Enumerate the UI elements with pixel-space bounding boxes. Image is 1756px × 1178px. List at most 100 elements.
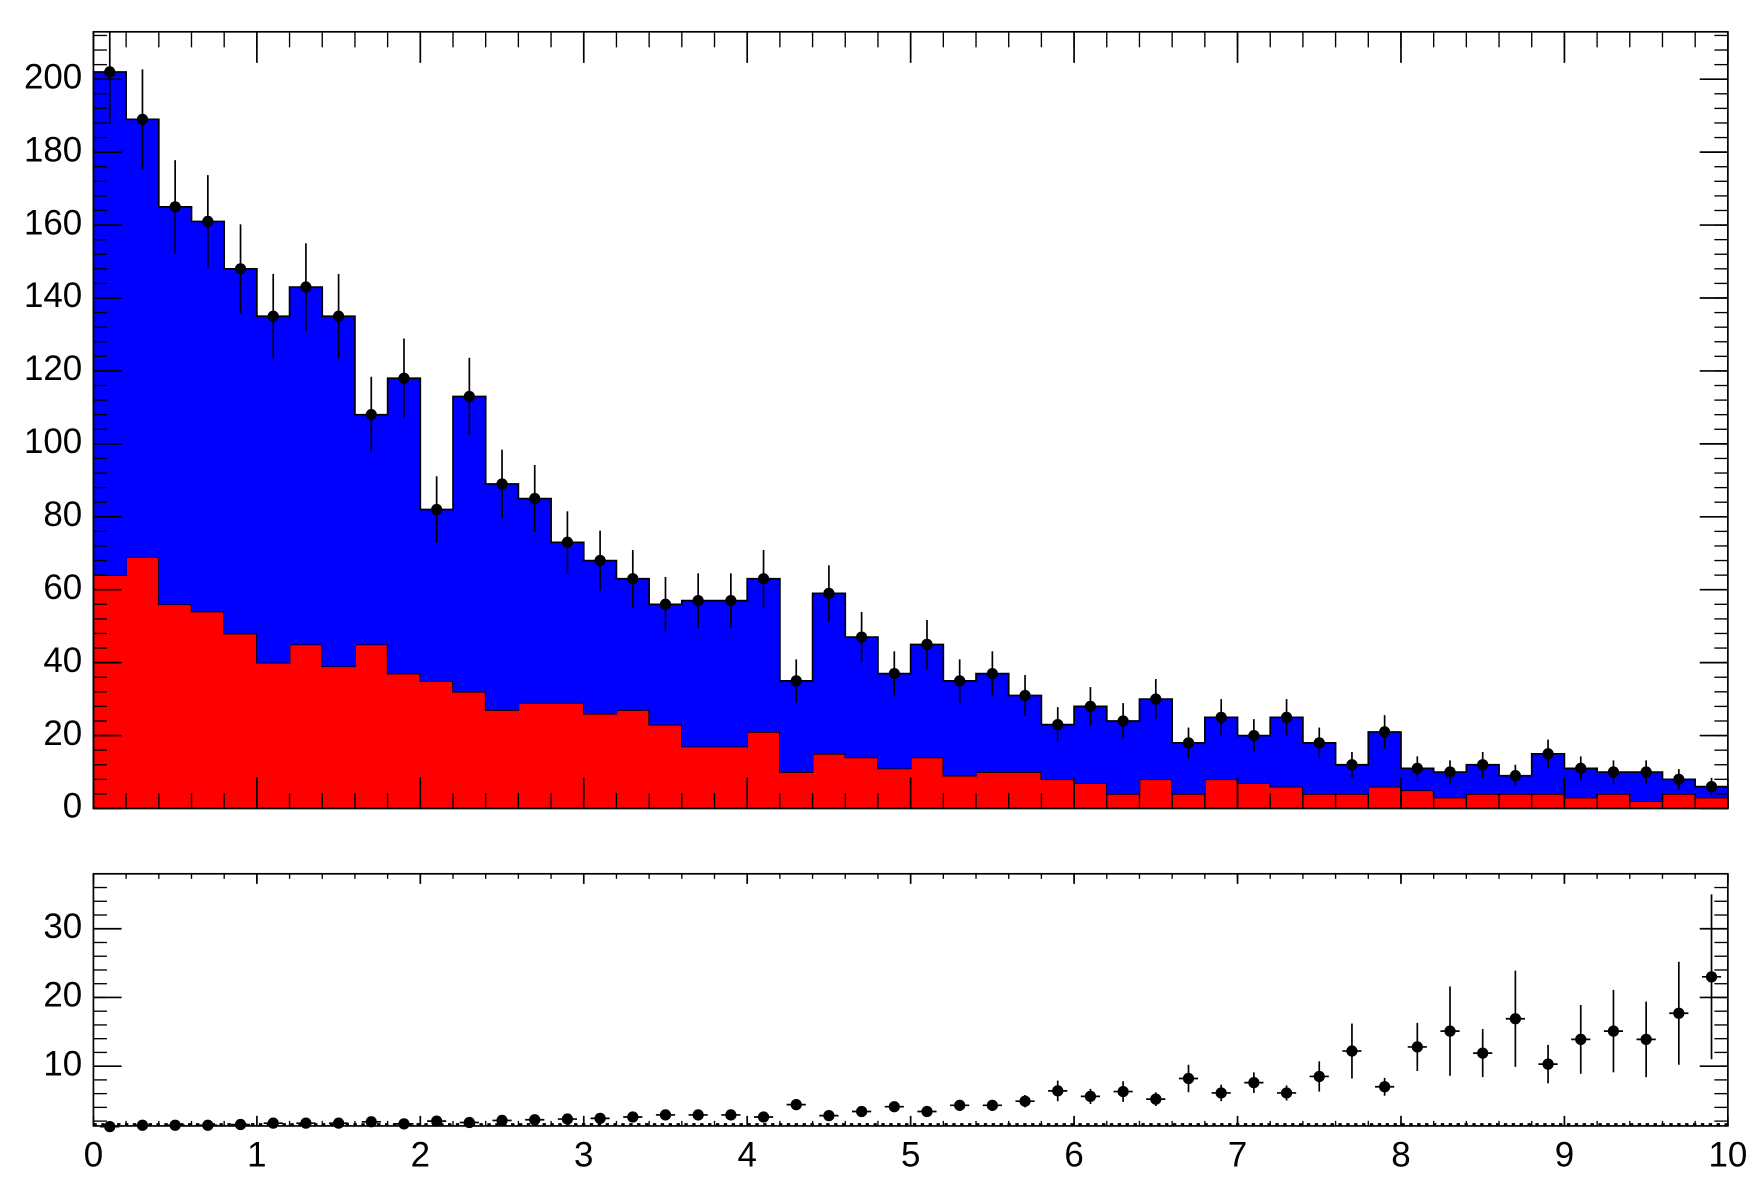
data-point xyxy=(267,310,279,322)
data-point xyxy=(1248,1077,1260,1089)
x-tick-label: 8 xyxy=(1391,1136,1410,1175)
data-point xyxy=(855,1105,868,1118)
histogram-bin xyxy=(1335,793,1369,809)
y-tick-label: 0 xyxy=(63,787,82,826)
histogram-bin xyxy=(191,221,225,612)
data-point xyxy=(1607,1025,1620,1037)
histogram-bin xyxy=(1433,797,1467,809)
data-point xyxy=(1117,715,1129,727)
histogram-bin xyxy=(943,775,977,809)
histogram-bin xyxy=(126,119,160,557)
y-tick-label: 10 xyxy=(43,1044,82,1083)
x-tick-label: 2 xyxy=(411,1136,430,1175)
histogram-bin xyxy=(191,611,225,809)
y-tick-label: 100 xyxy=(24,422,82,461)
data-point xyxy=(627,573,639,585)
y-tick-label: 200 xyxy=(24,57,82,96)
y-tick-label: 20 xyxy=(43,976,82,1015)
data-point xyxy=(986,1099,998,1111)
y-tick-label: 40 xyxy=(43,641,82,680)
data-point xyxy=(692,595,704,607)
data-point xyxy=(1477,1047,1489,1059)
data-point xyxy=(1313,1070,1325,1083)
data-point xyxy=(1084,700,1097,713)
data-point xyxy=(1052,1085,1064,1097)
data-point xyxy=(1150,1093,1162,1105)
data-point xyxy=(954,1099,966,1111)
y-tick-label: 160 xyxy=(24,203,82,242)
data-point xyxy=(1542,748,1554,760)
histogram-bin xyxy=(910,757,944,809)
histogram-bin xyxy=(1629,801,1664,809)
data-point xyxy=(1346,1045,1358,1057)
data-point xyxy=(1607,766,1620,778)
data-point xyxy=(1280,711,1293,723)
data-point xyxy=(1215,1087,1227,1099)
data-point xyxy=(267,1117,279,1129)
histogram-bin xyxy=(812,753,846,809)
histogram-bin xyxy=(1041,779,1075,809)
data-point xyxy=(1182,737,1195,749)
data-point xyxy=(136,113,149,125)
data-point xyxy=(790,1099,802,1111)
data-point xyxy=(1477,759,1489,771)
x-tick-label: 9 xyxy=(1555,1136,1574,1175)
data-point xyxy=(1542,1058,1554,1070)
data-point xyxy=(692,1109,704,1121)
data-point xyxy=(104,66,116,78)
histogram-bin xyxy=(485,483,519,711)
data-point xyxy=(725,595,737,607)
histogram-bin xyxy=(322,666,356,809)
data-point xyxy=(1575,762,1587,775)
histogram-bin xyxy=(158,604,193,809)
histogram-bin xyxy=(289,287,323,645)
histogram-bin xyxy=(877,768,912,809)
histogram-bin xyxy=(976,772,1010,809)
histogram-bin xyxy=(387,378,421,674)
data-point xyxy=(300,1117,312,1129)
histogram-bin xyxy=(518,498,552,703)
data-point xyxy=(1705,780,1718,793)
data-point xyxy=(1640,1033,1652,1045)
data-point xyxy=(855,631,868,643)
histogram-bin xyxy=(453,691,487,809)
data-point xyxy=(954,675,966,687)
histogram-bin xyxy=(158,206,193,605)
data-point xyxy=(1280,1087,1293,1099)
histogram-bin xyxy=(551,702,585,809)
histogram-bin xyxy=(1008,772,1042,809)
data-point xyxy=(1673,1007,1685,1019)
histogram-bin xyxy=(256,316,291,663)
histogram-bin xyxy=(1172,793,1206,809)
histogram-bin xyxy=(1368,786,1402,809)
data-point xyxy=(1575,1033,1587,1045)
data-point xyxy=(757,573,770,585)
data-point xyxy=(1444,1025,1456,1037)
data-point xyxy=(1313,737,1325,749)
data-point xyxy=(365,1116,377,1128)
histogram-bin xyxy=(1139,779,1173,809)
histogram-bin xyxy=(224,633,258,809)
histogram-bin xyxy=(616,710,650,809)
data-point xyxy=(234,263,247,275)
histogram-bin xyxy=(453,396,487,692)
data-point xyxy=(921,638,933,651)
data-point xyxy=(1673,773,1685,785)
data-point xyxy=(1346,759,1358,771)
data-point xyxy=(659,1109,672,1121)
histogram-bin xyxy=(1074,782,1108,809)
frame xyxy=(92,872,1729,1127)
histogram-bin xyxy=(1662,793,1696,809)
data-point xyxy=(1215,711,1227,723)
histogram-bin xyxy=(583,713,618,809)
data-point xyxy=(757,1111,770,1123)
data-point xyxy=(1705,971,1718,983)
x-tick-label: 5 xyxy=(901,1136,920,1175)
histogram-bin xyxy=(354,414,389,645)
data-point xyxy=(1379,1081,1391,1093)
data-point xyxy=(1019,1095,1031,1107)
data-point xyxy=(594,1112,606,1125)
data-point xyxy=(790,675,802,687)
x-tick-label: 3 xyxy=(574,1136,593,1175)
